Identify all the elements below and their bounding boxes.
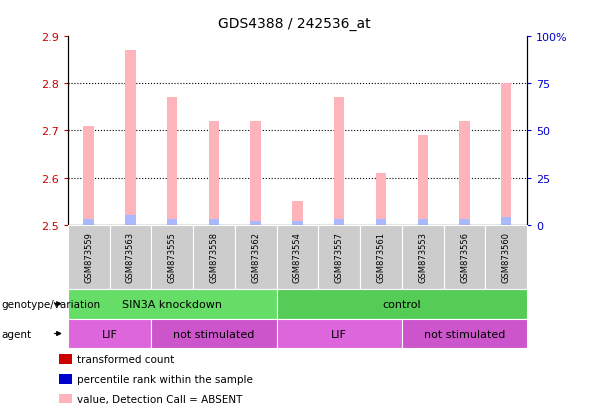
Bar <box>376 219 386 225</box>
Bar <box>376 173 386 225</box>
Bar <box>501 218 511 225</box>
Bar <box>501 84 511 225</box>
Text: transformed count: transformed count <box>77 354 174 364</box>
Bar <box>418 219 428 225</box>
Text: control: control <box>382 299 421 309</box>
Bar <box>250 221 261 225</box>
Bar <box>209 122 219 225</box>
Bar <box>250 122 261 225</box>
Text: GSM873559: GSM873559 <box>84 232 93 282</box>
Text: GSM873562: GSM873562 <box>251 232 260 282</box>
Bar <box>125 216 135 225</box>
Text: LIF: LIF <box>331 329 347 339</box>
Bar <box>167 219 177 225</box>
Bar <box>334 98 345 225</box>
Text: GSM873555: GSM873555 <box>168 232 177 282</box>
Text: agent: agent <box>1 329 31 339</box>
Text: percentile rank within the sample: percentile rank within the sample <box>77 374 253 384</box>
Text: GSM873560: GSM873560 <box>502 232 511 282</box>
Text: GSM873558: GSM873558 <box>210 232 219 282</box>
Text: not stimulated: not stimulated <box>173 329 254 339</box>
Bar <box>459 219 470 225</box>
Text: SIN3A knockdown: SIN3A knockdown <box>122 299 222 309</box>
Text: GDS4388 / 242536_at: GDS4388 / 242536_at <box>218 17 371 31</box>
Text: LIF: LIF <box>101 329 117 339</box>
Text: GSM873556: GSM873556 <box>460 232 469 282</box>
Text: genotype/variation: genotype/variation <box>1 299 100 309</box>
Text: value, Detection Call = ABSENT: value, Detection Call = ABSENT <box>77 394 242 404</box>
Text: GSM873553: GSM873553 <box>418 232 427 282</box>
Bar <box>292 221 303 225</box>
Bar <box>84 219 94 225</box>
Bar <box>292 202 303 225</box>
Bar <box>167 98 177 225</box>
Bar <box>84 126 94 225</box>
Bar <box>334 219 345 225</box>
Text: GSM873561: GSM873561 <box>376 232 385 282</box>
Bar <box>125 51 135 225</box>
Bar <box>209 219 219 225</box>
Text: not stimulated: not stimulated <box>424 329 505 339</box>
Bar <box>459 122 470 225</box>
Text: GSM873557: GSM873557 <box>335 232 344 282</box>
Text: GSM873563: GSM873563 <box>126 232 135 282</box>
Text: GSM873554: GSM873554 <box>293 232 302 282</box>
Bar <box>418 136 428 225</box>
